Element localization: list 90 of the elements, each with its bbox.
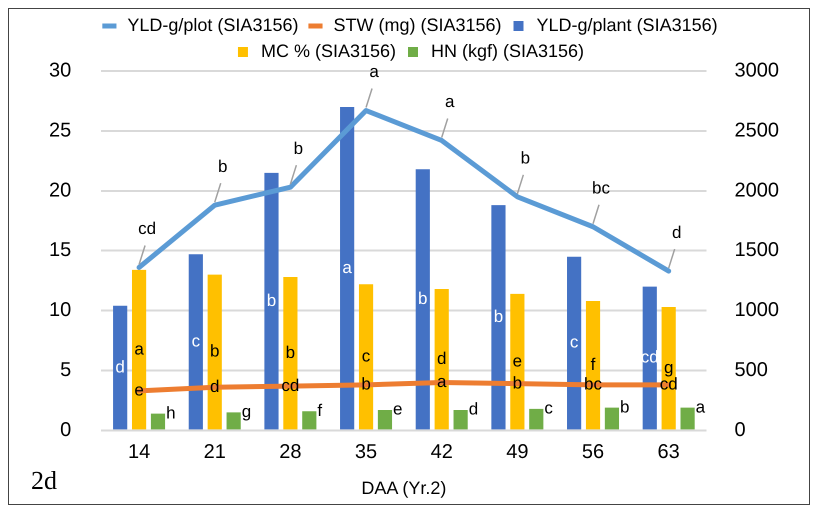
data-label: bc	[592, 178, 610, 198]
data-label: g	[242, 402, 252, 422]
bar	[358, 284, 374, 430]
data-label: b	[520, 148, 530, 168]
x-tick-label: 63	[658, 440, 680, 463]
x-tick-label: 42	[430, 440, 453, 463]
data-label: g	[664, 358, 674, 377]
x-tick-label: 49	[506, 440, 528, 463]
legend-label: YLD-g/plant (SIA3156)	[536, 14, 718, 35]
bar	[264, 172, 279, 430]
bar	[491, 205, 506, 430]
data-label: d	[210, 376, 220, 396]
y2-tick-label: 500	[734, 359, 768, 382]
data-label: d	[468, 400, 478, 419]
x-tick-label: 28	[279, 440, 302, 463]
y2-tick-label: 2500	[734, 119, 780, 142]
x-tick-label: 56	[582, 440, 604, 463]
y-tick-label: 30	[48, 60, 72, 82]
bar	[586, 301, 600, 430]
bar	[208, 274, 222, 430]
bar	[434, 289, 449, 430]
bar	[188, 254, 203, 430]
data-label: c	[362, 346, 371, 366]
bar	[340, 106, 354, 430]
bar	[150, 414, 166, 430]
bar	[680, 408, 695, 430]
bar	[510, 294, 524, 430]
bar	[454, 410, 468, 430]
data-label: a	[342, 258, 352, 277]
x-tick-label: 21	[204, 440, 226, 463]
x-axis-title: DAA (Yr.2)	[361, 478, 446, 498]
data-label: c	[544, 398, 554, 418]
data-label: d	[672, 222, 682, 242]
data-label: a	[134, 339, 144, 358]
bar	[378, 410, 392, 430]
y-tick-label: 20	[48, 179, 72, 202]
data-label: e	[512, 351, 522, 370]
bar	[642, 286, 657, 430]
data-label: d	[436, 348, 446, 368]
bar	[132, 270, 146, 430]
data-label: c	[192, 332, 201, 351]
data-label: b	[266, 290, 276, 310]
data-label: f	[590, 354, 596, 374]
bar	[567, 256, 582, 430]
legend-label: MC % (SIA3156)	[260, 40, 396, 61]
data-label: a	[436, 372, 447, 392]
y2-tick-label: 1000	[734, 299, 780, 322]
data-label: a	[696, 397, 706, 416]
data-label: b	[286, 342, 296, 362]
y-tick-label: 15	[48, 239, 72, 262]
y-tick-label: 25	[48, 119, 72, 142]
data-label: cd	[281, 376, 300, 395]
y2-tick-label: 3000	[734, 60, 780, 82]
data-label: h	[166, 403, 176, 422]
data-label: b	[512, 373, 522, 392]
data-label: f	[317, 400, 322, 420]
legend-label: STW (mg) (SIA3156)	[333, 14, 502, 35]
data-label: e	[134, 380, 144, 400]
y-tick-label: 10	[48, 299, 72, 322]
data-label: a	[369, 62, 380, 82]
bar	[283, 277, 298, 430]
data-label: b	[494, 306, 504, 326]
bar	[604, 408, 620, 430]
data-label: b	[620, 397, 630, 416]
y2-tick-label: 2000	[734, 179, 780, 202]
data-label: bc	[584, 374, 602, 394]
data-label: b	[418, 289, 428, 308]
data-label: cd	[138, 219, 156, 238]
bar	[529, 408, 544, 430]
y2-tick-label: 1500	[734, 239, 780, 262]
legend-label: YLD-g/plot (SIA3156)	[127, 14, 298, 35]
data-label: b	[294, 138, 304, 158]
y-tick-label: 0	[60, 418, 72, 441]
x-tick-label: 14	[128, 440, 150, 463]
data-label: b	[361, 374, 371, 394]
data-label: e	[393, 400, 403, 419]
bar	[113, 306, 128, 430]
data-label: d	[115, 357, 125, 376]
bar	[302, 411, 316, 430]
legend-label: HN (kgf) (SIA3156)	[431, 40, 584, 61]
data-label: c	[570, 332, 579, 352]
bar	[226, 412, 241, 430]
x-tick-label: 35	[354, 440, 378, 463]
y-tick-label: 5	[60, 359, 72, 382]
data-label: a	[444, 92, 455, 112]
data-label: b	[210, 342, 220, 361]
y2-tick-label: 0	[734, 418, 746, 441]
bar	[416, 169, 430, 430]
text: 2d	[31, 466, 57, 495]
data-label: b	[218, 156, 228, 176]
